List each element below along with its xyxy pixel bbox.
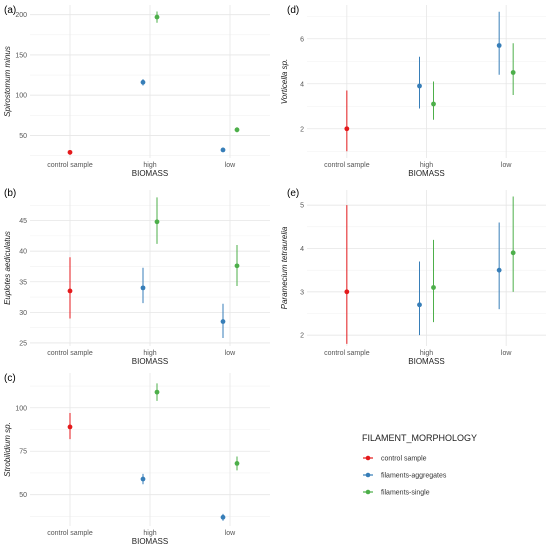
data-point	[154, 219, 160, 225]
y-tick-label: 6	[300, 36, 304, 43]
y-tick-label: 2	[300, 333, 304, 340]
data-point	[67, 424, 73, 430]
chart-panel: 2 4 6 control sample high low BIOMASS Vorticell…	[280, 5, 546, 178]
legend-key-point	[365, 489, 371, 495]
legend-label: control sample	[381, 456, 427, 463]
y-axis-title: Strobilidium sp.	[3, 422, 12, 477]
data-point	[140, 476, 146, 482]
legend: FILAMENT_MORPHOLOGY control sample filam…	[362, 433, 477, 497]
x-axis-title: BIOMASS	[132, 537, 168, 546]
y-tick-label: 5	[300, 203, 304, 210]
legend-key-point	[365, 455, 371, 461]
legend-label: filaments-single	[381, 490, 430, 497]
data-point	[154, 14, 160, 20]
panel-tag: (b)	[4, 188, 16, 199]
x-tick-label: high	[143, 162, 156, 169]
legend-item-control-sample: control sample	[363, 456, 427, 463]
x-tick-label: high	[143, 350, 156, 357]
y-axis-title: Vorticella sp.	[280, 59, 289, 105]
y-tick-label: 3	[300, 289, 304, 296]
y-tick-label: 200	[15, 12, 27, 19]
y-tick-label: 35	[19, 279, 27, 286]
y-tick-label: 100	[15, 405, 27, 412]
legend-title: FILAMENT_MORPHOLOGY	[362, 433, 477, 443]
panel-tag: (e)	[287, 188, 299, 199]
data-point	[220, 514, 226, 520]
y-tick-label: 100	[15, 93, 27, 100]
legend-item-filaments-single: filaments-single	[363, 490, 430, 497]
data-point	[234, 461, 240, 466]
x-tick-label: control sample	[47, 162, 93, 169]
panel-tag: (d)	[287, 5, 299, 16]
y-tick-label: 45	[19, 218, 27, 225]
data-point	[234, 263, 240, 269]
y-tick-label: 25	[19, 340, 27, 347]
data-point	[417, 302, 422, 308]
y-tick-label: 150	[15, 52, 27, 59]
x-tick-label: control sample	[324, 350, 370, 357]
legend-label: filaments-aggregates	[381, 473, 447, 480]
y-axis-title: Spirostomum minus	[3, 46, 12, 117]
data-point	[431, 285, 436, 290]
chart-panel: 2 3 4 5 control sample high low BIOMASS Parameci…	[280, 188, 546, 366]
legend-key-point	[365, 472, 371, 478]
panel-tag: (a)	[4, 5, 16, 16]
panel-tag: (c)	[4, 373, 16, 384]
x-tick-label: high	[143, 530, 156, 537]
y-tick-label: 75	[19, 449, 27, 456]
data-point	[220, 147, 226, 153]
chart-panel: 50 75 100 control sample high low BIOMASS Strob…	[3, 373, 270, 546]
data-point	[67, 288, 73, 294]
data-point	[344, 289, 350, 295]
x-tick-label: low	[501, 162, 512, 169]
chart-panels: 50 100 150 200 control sample high low BIOMASS S…	[3, 5, 546, 546]
x-tick-label: low	[225, 162, 236, 169]
y-axis-title: Paramecium tetraurelia	[280, 226, 289, 309]
y-tick-label: 2	[300, 126, 304, 133]
y-tick-label: 40	[19, 249, 27, 256]
x-axis-title: BIOMASS	[132, 357, 168, 366]
x-axis-title: BIOMASS	[408, 169, 444, 178]
chart-panel: 50 100 150 200 control sample high low BIOMASS S…	[3, 5, 270, 178]
x-tick-label: high	[420, 350, 433, 357]
data-point	[417, 83, 422, 89]
y-axis-title: Euplotes aediculatus	[3, 231, 12, 305]
chart-panel: 25 30 35 40 45 control sample high low BIOMASS Eu…	[3, 188, 270, 366]
data-point	[220, 319, 226, 324]
y-tick-label: 4	[300, 81, 304, 88]
x-axis-title: BIOMASS	[408, 357, 444, 366]
x-tick-label: control sample	[47, 350, 93, 357]
x-tick-label: low	[501, 350, 512, 357]
data-point	[154, 389, 160, 395]
y-tick-label: 50	[19, 492, 27, 499]
y-tick-label: 30	[19, 310, 27, 317]
x-tick-label: control sample	[47, 530, 93, 537]
data-point	[510, 70, 516, 75]
data-point	[496, 43, 502, 48]
x-tick-label: control sample	[324, 162, 370, 169]
y-tick-label: 4	[300, 246, 304, 253]
y-tick-label: 50	[19, 133, 27, 140]
x-axis-title: BIOMASS	[132, 169, 168, 178]
data-point	[344, 126, 350, 132]
data-point	[234, 127, 240, 133]
legend-item-filaments-aggregates: filaments-aggregates	[363, 473, 447, 480]
data-point	[510, 250, 516, 256]
data-point	[67, 149, 73, 155]
data-point	[496, 267, 502, 273]
data-point	[431, 101, 436, 107]
x-tick-label: low	[225, 530, 236, 537]
x-tick-label: high	[420, 162, 433, 169]
data-point	[140, 285, 146, 291]
x-tick-label: low	[225, 350, 236, 357]
data-point	[140, 79, 146, 85]
